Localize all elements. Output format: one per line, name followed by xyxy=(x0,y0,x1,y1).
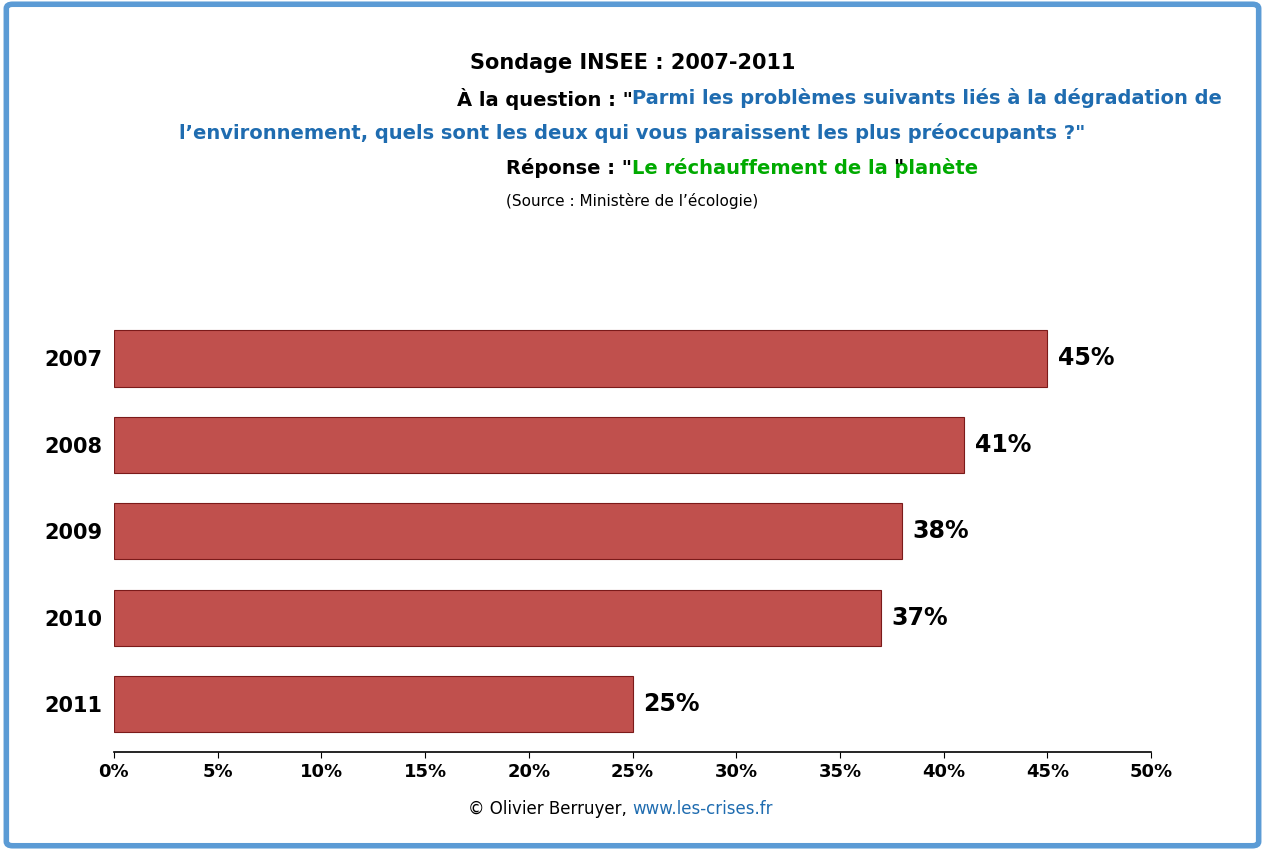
Text: 45%: 45% xyxy=(1058,347,1114,371)
Text: l’environnement, quels sont les deux qui vous paraissent les plus préoccupants ?: l’environnement, quels sont les deux qui… xyxy=(180,123,1085,144)
Bar xyxy=(114,676,633,732)
Text: (Source : Ministère de l’écologie): (Source : Ministère de l’écologie) xyxy=(506,193,759,209)
Text: 37%: 37% xyxy=(892,606,949,630)
Text: Réponse : ": Réponse : " xyxy=(506,158,632,178)
Bar xyxy=(114,590,882,646)
Bar xyxy=(114,331,1047,387)
Text: 41%: 41% xyxy=(975,433,1031,456)
Text: © Olivier Berruyer,: © Olivier Berruyer, xyxy=(468,800,632,818)
Text: Parmi les problèmes suivants liés à la dégradation de: Parmi les problèmes suivants liés à la d… xyxy=(632,88,1222,109)
Text: 38%: 38% xyxy=(912,519,969,543)
Text: www.les-crises.fr: www.les-crises.fr xyxy=(632,800,773,818)
Bar xyxy=(114,416,964,473)
Text: À la question : ": À la question : " xyxy=(457,88,632,110)
Text: Le réchauffement de la planète: Le réchauffement de la planète xyxy=(632,158,979,178)
Text: 25%: 25% xyxy=(643,692,700,716)
Bar xyxy=(114,503,902,559)
Text: ": " xyxy=(893,158,903,177)
Text: Sondage INSEE : 2007-2011: Sondage INSEE : 2007-2011 xyxy=(469,53,796,73)
